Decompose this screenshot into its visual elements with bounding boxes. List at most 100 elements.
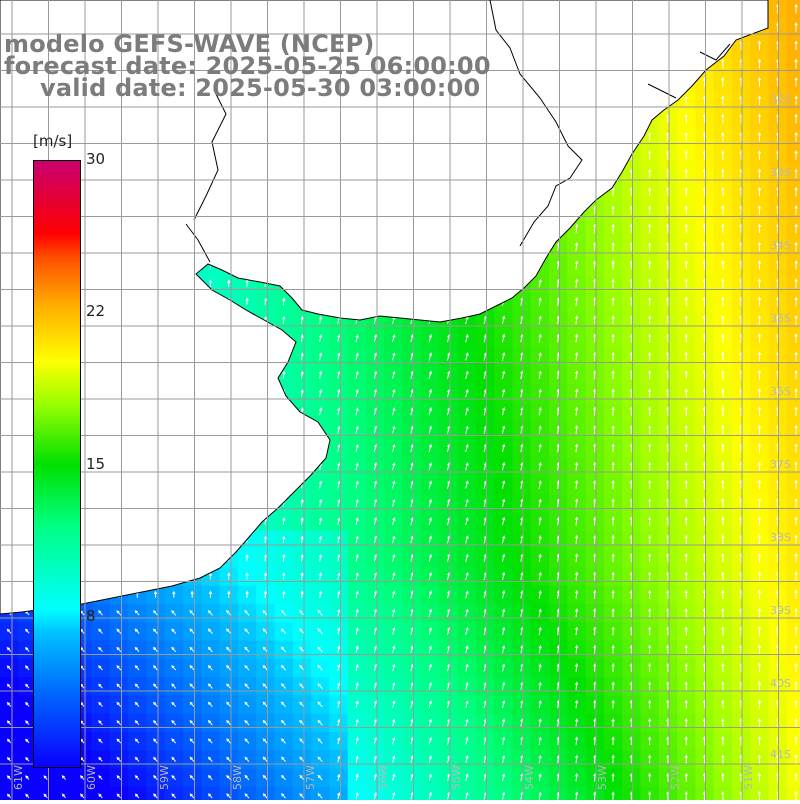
wind-arrow — [171, 628, 177, 634]
lon-label: 52W — [669, 765, 682, 790]
wind-arrow — [428, 517, 433, 526]
wind-arrow — [684, 571, 688, 581]
wind-arrow — [392, 736, 396, 745]
wind-arrow — [337, 425, 341, 434]
wind-arrow — [428, 333, 433, 343]
wind-arrow — [134, 610, 140, 616]
wind-arrow — [611, 278, 615, 288]
wind-arrow — [152, 628, 158, 634]
wind-arrow — [721, 626, 725, 636]
wind-cell — [786, 695, 800, 715]
wind-arrow — [24, 646, 30, 652]
wind-arrow — [502, 590, 506, 599]
wind-arrow — [684, 461, 688, 471]
wind-arrow — [757, 461, 762, 471]
wind-arrow — [574, 589, 579, 599]
wind-arrow — [794, 717, 798, 728]
wind-arrow — [757, 736, 762, 746]
wind-arrow — [280, 609, 287, 616]
wind-arrow — [171, 775, 176, 781]
wind-arrow — [611, 534, 615, 544]
wind-arrow — [152, 720, 158, 726]
wind-arrow — [757, 186, 762, 197]
wind-arrow — [794, 278, 798, 289]
wind-arrow — [611, 663, 615, 672]
wind-arrow — [172, 590, 176, 598]
wind-arrow — [721, 131, 725, 142]
wind-arrow — [684, 736, 688, 746]
wind-arrow — [428, 553, 433, 562]
wind-arrow — [757, 699, 762, 709]
wind-arrow — [757, 76, 762, 87]
wind-arrow — [574, 754, 579, 764]
wind-arrow — [189, 774, 195, 781]
wind-arrow — [684, 699, 688, 709]
wind-arrow — [98, 793, 103, 799]
wind-arrow — [502, 571, 506, 581]
wind-arrow — [538, 461, 542, 471]
wind-cell — [786, 311, 800, 330]
wind-arrow — [337, 370, 341, 379]
wind-arrow — [189, 701, 195, 708]
wind-arrow — [502, 791, 506, 800]
wind-arrow — [428, 443, 433, 453]
wind-arrow — [538, 498, 542, 508]
wind-arrow — [465, 626, 469, 635]
wind-arrow — [465, 462, 469, 471]
wind-arrow — [465, 443, 469, 453]
wind-arrow — [25, 756, 30, 762]
wind-arrow — [794, 131, 798, 142]
wind-arrow — [538, 407, 542, 416]
wind-arrow — [282, 590, 286, 598]
wind-arrow — [355, 681, 359, 690]
wind-arrow — [611, 333, 615, 343]
wind-cell — [786, 36, 800, 56]
wind-arrow — [280, 793, 286, 799]
wind-arrow — [245, 297, 249, 306]
wind-arrow — [757, 58, 762, 69]
wind-arrow — [244, 738, 250, 744]
wind-arrow — [684, 791, 688, 801]
wind-arrow — [373, 608, 378, 617]
wind-arrow — [721, 552, 725, 563]
wind-arrow — [318, 572, 323, 580]
wind-arrow — [355, 352, 359, 361]
wind-arrow — [684, 626, 688, 636]
wind-arrow — [373, 334, 378, 343]
colorbar-tick-15: 15 — [86, 455, 106, 473]
wind-arrow — [171, 683, 177, 689]
wind-arrow — [373, 388, 378, 398]
wind-arrow — [263, 553, 268, 562]
wind-arrow — [373, 700, 378, 708]
wind-arrow — [208, 572, 213, 580]
wind-arrow — [300, 315, 304, 324]
wind-arrow — [245, 572, 249, 580]
wind-arrow — [373, 517, 378, 526]
wind-arrow — [300, 590, 304, 598]
wind-arrow — [611, 425, 615, 435]
wind-arrow — [226, 701, 232, 708]
wind-arrow — [134, 683, 140, 689]
wind-arrow — [61, 793, 66, 799]
wind-arrow — [6, 628, 12, 634]
wind-arrow — [721, 498, 725, 508]
wind-arrow — [318, 498, 323, 507]
wind-arrow — [501, 425, 506, 434]
wind-arrow — [574, 480, 579, 489]
wind-arrow — [318, 334, 323, 343]
wind-arrow — [794, 461, 798, 471]
wind-arrow — [574, 315, 579, 325]
wind-arrow — [611, 187, 615, 197]
wind-arrow — [300, 517, 304, 525]
wind-arrow — [134, 665, 140, 671]
wind-arrow — [574, 443, 579, 453]
wind-arrow — [317, 646, 323, 653]
wind-arrow — [684, 681, 688, 691]
wind-cell — [786, 640, 800, 660]
wind-arrow — [684, 424, 688, 435]
wind-arrow — [538, 663, 542, 672]
wind-arrow — [299, 646, 305, 653]
title-model: modelo GEFS-WAVE (NCEP) — [4, 30, 375, 58]
wind-arrow — [684, 516, 688, 526]
wind-arrow — [721, 95, 725, 105]
